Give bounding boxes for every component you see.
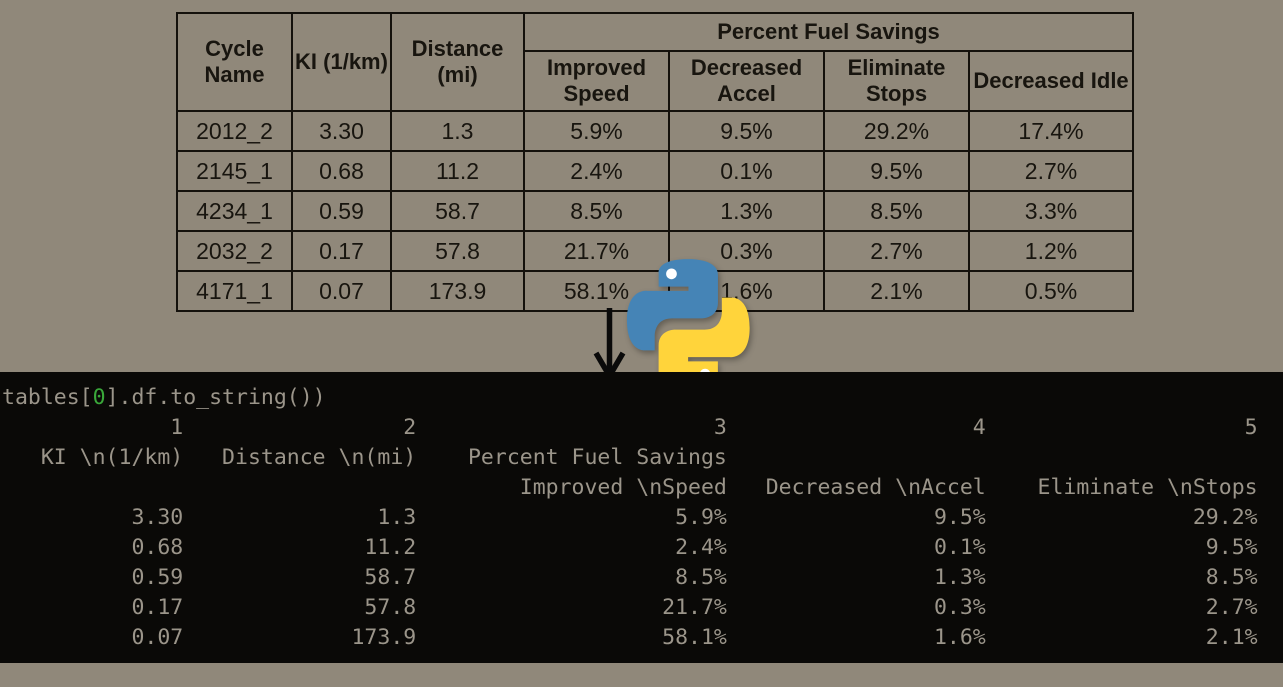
python-logo-icon [626,259,750,389]
table-cell: 0.5% [967,270,1135,312]
table-row: 2032_2 0.17 57.8 21.7% 0.3% 2.7% 1.2% [176,230,1135,272]
table-cell: 2032_2 [176,230,293,272]
table-cell: 17.4% [967,110,1135,152]
table-cell: 2012_2 [176,110,293,152]
table-cell: 58.7 [390,190,525,232]
table-cell: 9.5% [823,150,970,192]
console-command-prefix: tables[ [2,385,93,410]
table-cell: 173.9 [390,270,525,312]
table-row: 2145_1 0.68 11.2 2.4% 0.1% 9.5% 2.7% [176,150,1135,192]
table-row: 2012_2 3.30 1.3 5.9% 9.5% 29.2% 17.4% [176,110,1135,152]
table-cell: 3.30 [291,110,392,152]
table-cell: 2.4% [523,150,670,192]
header-improved-speed: Improved Speed [523,50,670,112]
console-command-suffix: ].df.to_string()) [105,385,326,410]
table-cell: 2.7% [967,150,1135,192]
table-cell: 0.1% [668,150,825,192]
table-cell: 3.3% [967,190,1135,232]
table-cell: 11.2 [390,150,525,192]
table-cell: 57.8 [390,230,525,272]
table-cell: 21.7% [523,230,670,272]
header-ki: KI (1/km) [291,12,392,112]
console-command-line: tables[0].df.to_string()) [2,385,326,410]
header-decreased-idle: Decreased Idle [967,50,1135,112]
table-cell: 0.68 [291,150,392,192]
table-row: 4234_1 0.59 58.7 8.5% 1.3% 8.5% 3.3% [176,190,1135,232]
header-percent-fuel-savings: Percent Fuel Savings [522,12,1135,52]
table-cell: 2.1% [823,270,970,312]
table-header-group-row: Cycle Name KI (1/km) Distance (mi) Perce… [176,12,1135,112]
terminal[interactable]: tables[0].df.to_string()) 1 2 3 4 5 KI \… [0,372,1283,663]
header-decreased-accel: Decreased Accel [668,50,825,112]
table-cell: 4171_1 [176,270,293,312]
table-cell: 0.17 [291,230,392,272]
table-cell: 1.3 [390,110,525,152]
console-output: 1 2 3 4 5 KI \n(1/km) Distance \n(mi) Pe… [40,415,1258,650]
table-cell: 29.2% [823,110,970,152]
table-cell: 9.5% [668,110,825,152]
console-command-zero: 0 [92,385,106,410]
table-cell: 0.07 [291,270,392,312]
header-cycle-name: Cycle Name [176,12,293,112]
table-cell: 4234_1 [176,190,293,232]
table-cell: 5.9% [523,110,670,152]
table-cell: 0.59 [291,190,392,232]
table-subheader-row: Improved Speed Decreased Accel Eliminate… [177,50,1135,112]
table-cell: 8.5% [523,190,670,232]
table-cell: 2.7% [823,230,970,272]
table-cell: 8.5% [823,190,970,232]
console: tables[0].df.to_string()) 1 2 3 4 5 KI \… [0,372,1283,653]
header-eliminate-stops: Eliminate Stops [823,50,970,112]
table-cell: 1.3% [668,190,825,232]
table-cell: 1.2% [967,230,1135,272]
header-distance: Distance (mi) [390,12,525,112]
table-cell: 2145_1 [176,150,293,192]
